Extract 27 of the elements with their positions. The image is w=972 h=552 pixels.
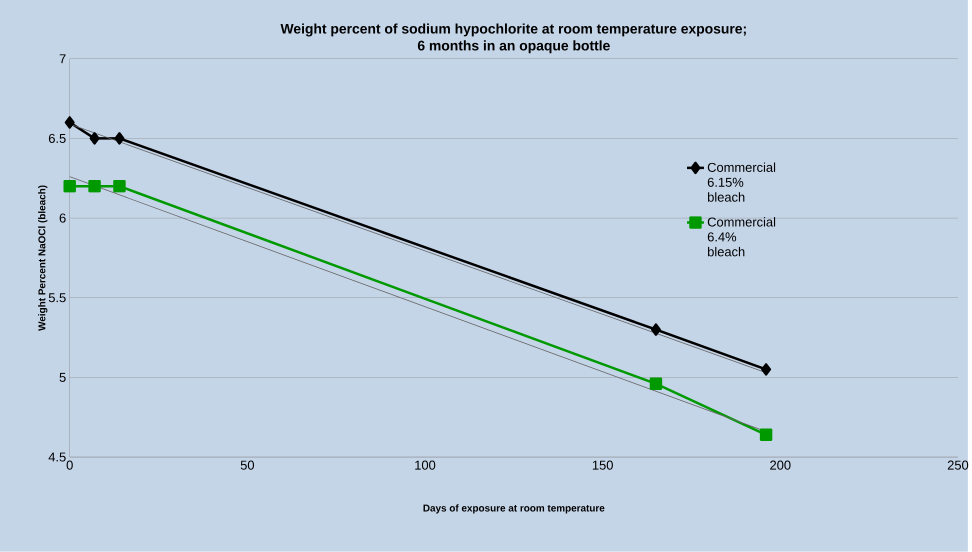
x-tick-label: 200 — [770, 460, 791, 470]
legend-label: Commercial 6.15% bleach — [708, 162, 776, 202]
y-tick-label: 4.5 — [48, 452, 66, 462]
y-tick-label: 7 — [60, 54, 66, 64]
x-tick-label: 250 — [948, 460, 968, 470]
point — [760, 428, 772, 442]
point — [114, 132, 124, 145]
x-tick-label: 0 — [66, 460, 73, 470]
point — [63, 180, 76, 193]
point — [650, 378, 662, 390]
legend-label: Commercial 6.4% bleach — [708, 217, 776, 257]
y-axis-title: Weight Percent NaOCl (bleach) — [38, 186, 48, 332]
y-tick-label: 5.5 — [48, 293, 66, 302]
point — [64, 116, 75, 129]
point — [90, 132, 100, 145]
x-axis-title: Days of exposure at room temperature — [424, 504, 604, 514]
point — [650, 324, 661, 336]
point — [88, 180, 101, 193]
x-tick-label: 100 — [415, 460, 436, 470]
y-tick-label: 5 — [60, 373, 66, 382]
x-tick-label: 150 — [592, 460, 613, 470]
point — [113, 180, 126, 193]
x-tick-label: 50 — [240, 460, 254, 470]
y-tick-label: 6.5 — [48, 134, 66, 144]
point — [761, 363, 772, 376]
chart-title: Weight percent of sodium hypochlorite at room temperature exposure; 6 months in an opaque bottle — [280, 24, 746, 54]
y-tick-label: 6 — [60, 214, 66, 223]
